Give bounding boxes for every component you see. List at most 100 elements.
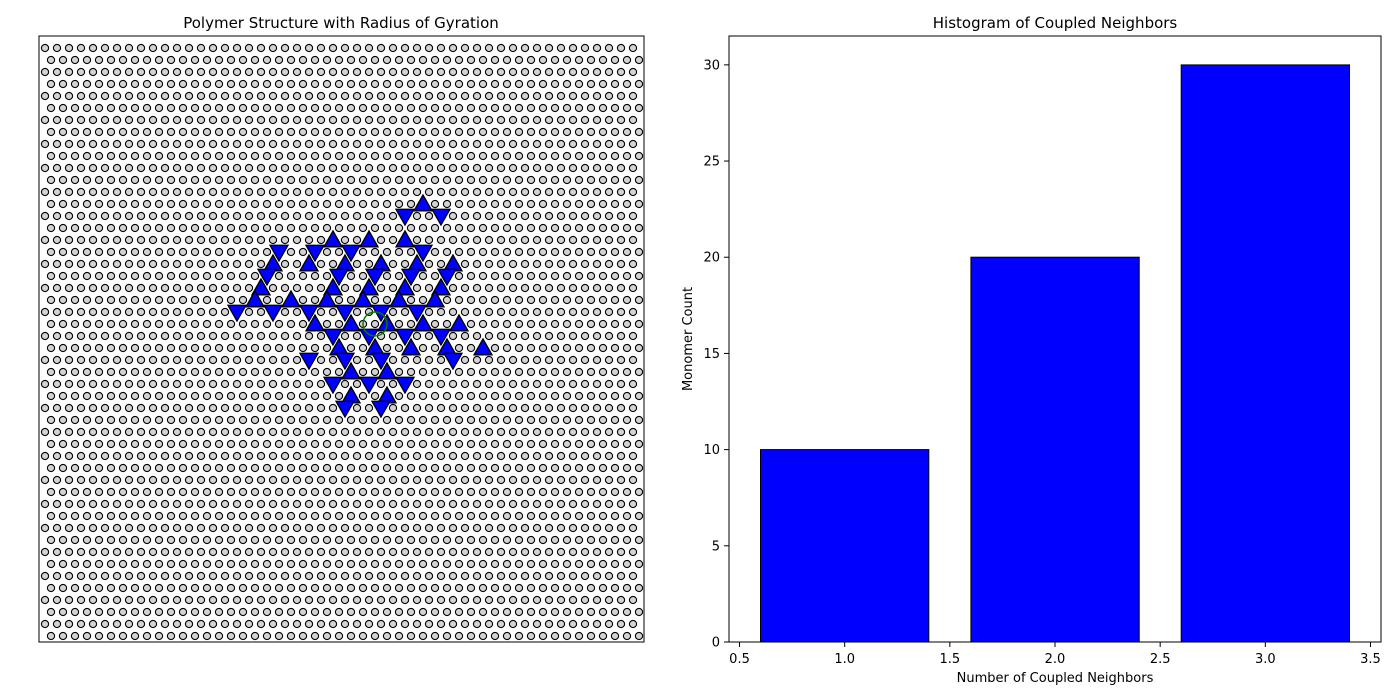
lattice-site [178,487,188,497]
lattice-site [454,127,464,137]
lattice-site [316,379,326,389]
lattice-site [586,295,596,305]
lattice-site [118,343,128,353]
lattice-site [334,127,344,137]
lattice-site [484,451,494,461]
lattice-site [316,475,326,485]
lattice-site [550,79,560,89]
lattice-site [328,523,338,533]
lattice-site [142,343,152,353]
lattice-site [382,199,392,209]
lattice-site [478,463,488,473]
lattice-site [40,163,50,173]
lattice-site [160,259,170,269]
lattice-site [244,523,254,533]
lattice-site [82,607,92,617]
lattice-site [634,391,644,401]
lattice-site [322,271,332,281]
lattice-site [508,115,518,125]
lattice-site [370,463,380,473]
lattice-site [178,391,188,401]
lattice-site [574,175,584,185]
lattice-site [442,55,452,65]
histogram-bar [760,449,930,643]
lattice-site [82,127,92,137]
lattice-site [208,355,218,365]
lattice-site [130,223,140,233]
lattice-site [274,415,284,425]
lattice-site [106,103,116,113]
lattice-site [538,103,548,113]
lattice-site [604,235,614,245]
lattice-site [112,355,122,365]
lattice-site [148,619,158,629]
lattice-site [148,307,158,317]
lattice-site [214,295,224,305]
lattice-site [88,91,98,101]
lattice-site [130,367,140,377]
lattice-site [538,511,548,521]
lattice-site [490,463,500,473]
lattice-site [52,235,62,245]
lattice-site [526,79,536,89]
lattice-site [580,571,590,581]
x-tick-label: 3.0 [1255,652,1276,667]
lattice-site [298,511,308,521]
lattice-site [346,199,356,209]
lattice-site [568,451,578,461]
lattice-site [532,139,542,149]
lattice-site [442,511,452,521]
lattice-site [586,271,596,281]
lattice-site [568,547,578,557]
lattice-site [298,223,308,233]
lattice-site [70,223,80,233]
lattice-site [184,331,194,341]
lattice-site [58,223,68,233]
monomer-marker-down [298,304,320,323]
lattice-site [526,319,536,329]
lattice-site [364,571,374,581]
lattice-site [454,175,464,185]
lattice-site [76,235,86,245]
lattice-site [286,103,296,113]
lattice-site [244,427,254,437]
lattice-site [508,43,518,53]
lattice-site [502,511,512,521]
lattice-site [358,247,368,257]
lattice-site [514,535,524,545]
lattice-site [520,619,530,629]
lattice-site [190,583,200,593]
lattice-site [262,79,272,89]
lattice-site [442,535,452,545]
lattice-site [70,295,80,305]
lattice-site [616,163,626,173]
lattice-site [538,175,548,185]
lattice-site [184,307,194,317]
lattice-site [316,499,326,509]
lattice-site [424,523,434,533]
lattice-site [304,571,314,581]
lattice-site [562,367,572,377]
lattice-site [424,331,434,341]
lattice-site [622,295,632,305]
lattice-site [208,475,218,485]
lattice-site [202,559,212,569]
lattice-site [250,607,260,617]
lattice-site [220,163,230,173]
lattice-site [532,331,542,341]
lattice-site [586,55,596,65]
lattice-site [100,259,110,269]
lattice-site [544,451,554,461]
lattice-site [256,43,266,53]
lattice-site [358,535,368,545]
lattice-site [418,295,428,305]
lattice-site [634,535,644,545]
lattice-site [166,175,176,185]
lattice-site [574,487,584,497]
lattice-site [376,427,386,437]
lattice-site [484,307,494,317]
lattice-site [280,499,290,509]
lattice-site [430,55,440,65]
lattice-site [370,367,380,377]
lattice-site [514,199,524,209]
